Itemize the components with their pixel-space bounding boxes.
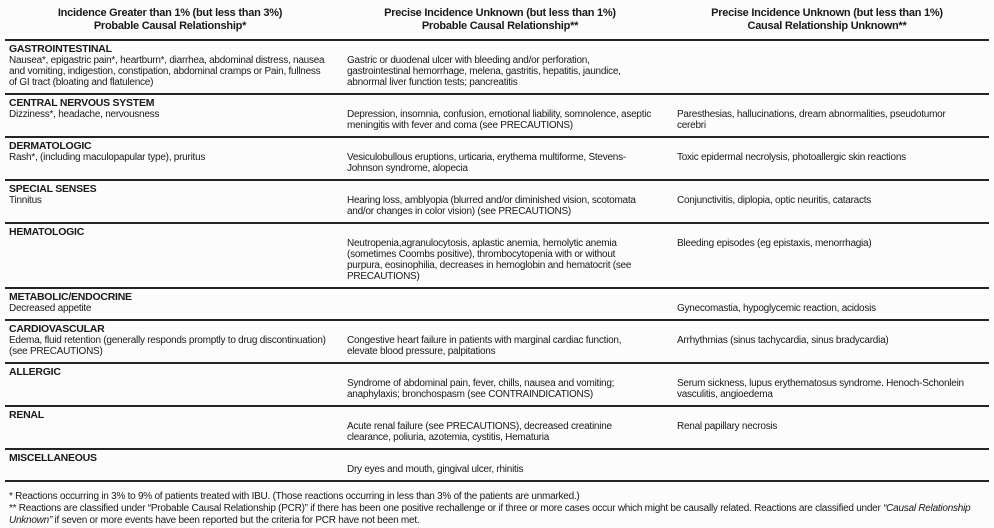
cell-text [665,41,989,88]
column-header-line1: Precise Incidence Unknown (but less than… [711,7,943,19]
cell-text: Decreased appetite [9,303,92,314]
cell-text: Conjunctivitis, diplopia, optic neuritis… [677,195,872,206]
cell-text [665,450,989,475]
cell-text: Toxic epidermal necrolysis, photoallergi… [677,152,906,163]
cell-text: Arrhythmias (sinus tachycardia, sinus br… [677,335,889,346]
category-label: MISCELLANEOUS [9,452,97,464]
column-header-line2: Probable Causal Relationship* [93,20,247,32]
category-label: DERMATOLOGIC [9,140,92,152]
category-label: HEMATOLOGIC [9,226,85,238]
category-label: CARDIOVASCULAR [9,323,105,335]
column-header-line1: Incidence Greater than 1% (but less than… [57,7,283,19]
cell-text: Vesiculobullous eruptions, urticaria, er… [347,152,626,174]
cell-text: Nausea*, epigastric pain*, heartburn*, d… [9,55,325,88]
cell-text: Congestive heart failure in patients wit… [347,335,622,357]
table-row-renal: RENAL Acute renal failure (see PRECAUTIO… [5,405,989,448]
column-header-incidence-1-3pct: Incidence Greater than 1% (but less than… [5,7,335,33]
table-header-row: Incidence Greater than 1% (but less than… [5,0,989,39]
cell-text: Gynecomastia, hypoglycemic reaction, aci… [677,303,876,314]
cell-text: Rash*, (including maculopapular type), p… [9,152,206,163]
cell-text: Renal papillary necrosis [677,421,778,432]
cell-text: Tinnitus [9,195,42,206]
column-header-line2: Probable Causal Relationship** [421,20,579,32]
cell-text: Edema, fluid retention (generally respon… [9,335,326,357]
cell-text: Serum sickness, lupus erythematosus synd… [677,378,964,400]
cell-text: Paresthesias, hallucinations, dream abno… [677,109,946,131]
cell-text: Hearing loss, amblyopia (blurred and/or … [347,195,636,217]
table-row-cardiovascular: CARDIOVASCULAR Edema, fluid retention (g… [5,319,989,362]
footnote-text: ** Reactions are classified under “Proba… [9,503,884,514]
footnote-italic-phrase: “Causal Relationship Unknown” [9,503,971,526]
column-header-unknown-pcr: Precise Incidence Unknown (but less than… [335,7,665,33]
category-label: METABOLIC/ENDOCRINE [9,291,132,303]
footnote-text: if seven or more events have been report… [52,515,420,526]
footnote-double-asterisk: ** Reactions are classified under “Proba… [9,503,985,527]
column-header-unknown-causal: Precise Incidence Unknown (but less than… [665,7,989,33]
column-header-line2: Causal Relationship Unknown** [747,20,907,32]
table-row-dermatologic: DERMATOLOGIC Rash*, (including maculopap… [5,136,989,179]
cell-text: Depression, insomnia, confusion, emotion… [347,109,651,131]
cell-text: Neutropenia,agranulocytosis, aplastic an… [347,238,632,282]
table-row-gastrointestinal: GASTROINTESTINAL Nausea*, epigastric pai… [5,39,989,93]
column-header-line1: Precise Incidence Unknown (but less than… [384,7,616,19]
table: Incidence Greater than 1% (but less than… [5,0,989,528]
cell-text: Dizziness*, headache, nervousness [9,109,160,120]
table-row-central-nervous-system: CENTRAL NERVOUS SYSTEM Dizziness*, heada… [5,93,989,136]
table-row-allergic: ALLERGIC Syndrome of abdominal pain, fev… [5,362,989,405]
table-row-special-senses: SPECIAL SENSES Tinnitus Hearing loss, am… [5,179,989,222]
cell-text: Gastric or duodenal ulcer with bleeding … [347,55,621,88]
cell-text: Syndrome of abdominal pain, fever, chill… [347,378,615,400]
category-label: CENTRAL NERVOUS SYSTEM [9,97,155,109]
category-label: SPECIAL SENSES [9,183,97,195]
category-label: GASTROINTESTINAL [9,43,112,55]
table-row-metabolic-endocrine: METABOLIC/ENDOCRINE Decreased appetite G… [5,287,989,319]
category-label: RENAL [9,409,44,421]
cell-text: Acute renal failure (see PRECAUTIONS), d… [347,421,612,443]
table-row-hematologic: HEMATOLOGIC Neutropenia,agranulocytosis,… [5,222,989,287]
cell-text: Dry eyes and mouth, gingival ulcer, rhin… [347,464,524,475]
table-row-miscellaneous: MISCELLANEOUS Dry eyes and mouth, gingiv… [5,448,989,480]
footnotes: * Reactions occurring in 3% to 9% of pat… [5,480,989,528]
cell-text: Bleeding episodes (eg epistaxis, menorrh… [677,238,872,249]
cell-text [335,289,665,314]
footnote-asterisk: * Reactions occurring in 3% to 9% of pat… [9,491,580,502]
category-label: ALLERGIC [9,366,61,378]
